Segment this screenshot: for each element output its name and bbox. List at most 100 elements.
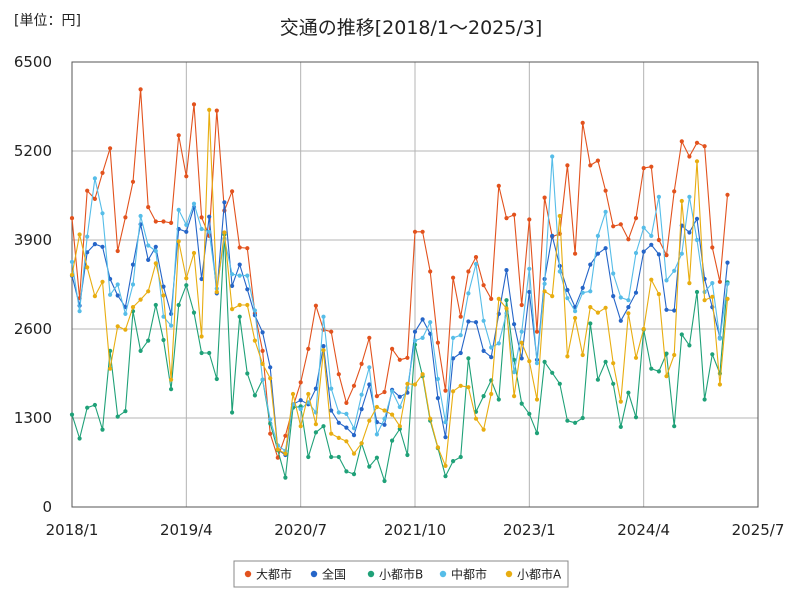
data-point xyxy=(649,164,654,169)
data-point xyxy=(252,393,257,398)
data-point xyxy=(397,357,402,362)
data-point xyxy=(687,230,692,235)
data-point xyxy=(710,245,715,250)
data-point xyxy=(489,391,494,397)
data-point xyxy=(382,389,387,395)
data-point xyxy=(565,354,570,359)
data-point xyxy=(260,377,265,382)
data-point xyxy=(717,382,723,387)
data-point xyxy=(611,361,616,366)
y-tick-label: 2600 xyxy=(14,320,52,338)
data-point xyxy=(702,144,707,149)
data-point xyxy=(115,293,120,298)
data-point xyxy=(664,374,669,379)
legend-marker xyxy=(367,570,375,578)
data-point xyxy=(329,454,334,460)
data-point xyxy=(397,394,402,399)
data-point xyxy=(123,311,128,316)
data-point xyxy=(519,329,524,334)
data-point xyxy=(382,478,387,484)
data-point xyxy=(641,326,646,332)
data-point xyxy=(138,297,143,302)
data-point xyxy=(336,410,341,415)
data-point xyxy=(329,386,334,391)
data-point xyxy=(595,158,601,163)
data-point xyxy=(694,289,700,295)
data-point xyxy=(321,344,326,349)
chart-title: 交通の推移[2018/1～2025/3] xyxy=(280,17,543,39)
x-tick-label: 2019/4 xyxy=(160,521,213,539)
data-point xyxy=(565,163,570,168)
data-point xyxy=(222,200,227,205)
data-point xyxy=(451,459,456,464)
data-point xyxy=(69,272,75,277)
data-point xyxy=(534,329,540,334)
data-point xyxy=(230,410,235,415)
data-point xyxy=(618,318,623,323)
data-point xyxy=(313,303,318,308)
data-point xyxy=(725,260,730,265)
data-point xyxy=(618,222,623,227)
data-point xyxy=(489,296,494,301)
data-point xyxy=(100,244,105,249)
data-point xyxy=(351,451,357,456)
data-point xyxy=(374,455,379,460)
data-point xyxy=(169,323,174,328)
data-point xyxy=(245,287,250,292)
data-point xyxy=(130,179,136,184)
data-point xyxy=(519,356,524,361)
data-point xyxy=(169,220,174,225)
data-point xyxy=(633,290,639,295)
data-point xyxy=(603,246,608,251)
data-point xyxy=(397,424,402,429)
data-point xyxy=(405,355,410,360)
y-tick-label: 0 xyxy=(42,498,52,516)
data-point xyxy=(611,381,616,386)
data-point xyxy=(184,174,189,179)
data-point xyxy=(123,215,128,220)
data-point xyxy=(298,407,303,412)
data-point xyxy=(298,424,303,429)
data-point xyxy=(466,291,471,296)
data-point xyxy=(481,283,486,288)
data-point xyxy=(656,369,662,374)
legend-marker xyxy=(244,570,252,578)
data-point xyxy=(451,275,456,280)
data-point xyxy=(344,439,349,444)
data-point xyxy=(527,266,532,271)
data-point xyxy=(191,250,197,256)
data-point xyxy=(359,361,364,366)
data-point xyxy=(664,307,669,312)
data-point xyxy=(85,405,90,410)
data-point xyxy=(687,194,692,199)
y-tick-label: 3900 xyxy=(14,231,52,249)
data-point xyxy=(542,359,547,364)
data-point xyxy=(534,397,540,402)
data-point xyxy=(542,281,547,286)
data-point xyxy=(679,332,684,337)
legend-label: 全国 xyxy=(322,567,346,582)
data-point xyxy=(580,120,585,125)
data-point xyxy=(199,334,204,339)
data-point xyxy=(146,243,151,248)
data-point xyxy=(336,372,341,377)
data-point xyxy=(466,356,471,361)
data-point xyxy=(344,425,349,430)
data-point xyxy=(649,242,654,247)
data-point xyxy=(336,435,341,440)
data-point xyxy=(519,302,524,308)
data-point xyxy=(420,317,425,322)
data-point xyxy=(725,296,730,301)
data-point xyxy=(283,475,288,480)
data-point xyxy=(641,225,646,230)
data-point xyxy=(466,269,471,274)
data-point xyxy=(397,404,402,410)
data-point xyxy=(458,350,463,356)
data-point xyxy=(504,216,509,221)
data-point xyxy=(466,319,471,324)
data-point xyxy=(214,289,219,295)
data-point xyxy=(633,216,639,221)
data-point xyxy=(123,409,128,414)
series-1 xyxy=(69,87,730,460)
legend-label: 小都市B xyxy=(379,567,423,582)
